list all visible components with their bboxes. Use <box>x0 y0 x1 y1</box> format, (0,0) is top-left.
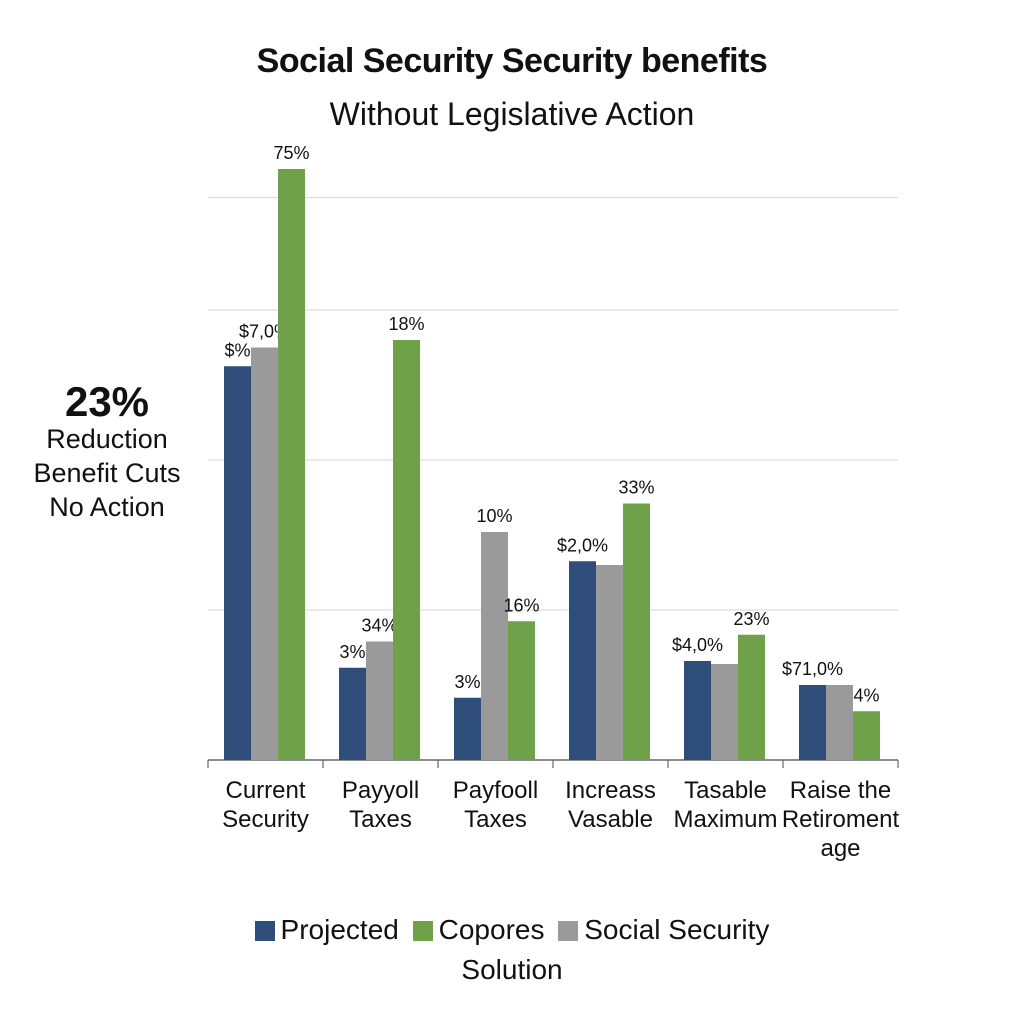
legend-tail: Solution <box>461 954 563 985</box>
legend-item-projected: Projected <box>254 914 399 946</box>
side-annotation-line: Reduction <box>46 424 168 454</box>
x-tick-label: Payfooll <box>453 777 538 804</box>
bar <box>853 711 880 760</box>
bar <box>481 532 508 760</box>
chart-subtitle: Without Legislative Action <box>329 96 695 132</box>
legend-swatch <box>412 921 433 941</box>
legend-label: Copores <box>438 914 545 945</box>
legend-swatch <box>254 921 275 941</box>
data-label: 34% <box>361 616 397 636</box>
bar <box>339 667 366 760</box>
bar <box>454 697 481 760</box>
x-tick-label: age <box>820 835 860 862</box>
data-label: 75% <box>273 143 309 163</box>
data-label: 18% <box>388 314 424 334</box>
bar <box>251 347 278 760</box>
bar <box>738 634 765 760</box>
x-tick-label: Maximum <box>673 806 777 833</box>
legend-label: Projected <box>280 914 399 945</box>
bar <box>569 561 596 760</box>
x-tick-label: Raise the <box>790 777 891 804</box>
data-label: 10% <box>476 506 512 526</box>
side-annotation-value: 23% <box>64 378 150 425</box>
x-tick-label: Security <box>222 806 309 833</box>
bar <box>826 685 853 760</box>
bar <box>224 366 251 760</box>
data-label: $4,0% <box>672 635 723 655</box>
x-tick-label: Increass <box>565 777 656 804</box>
legend: Projected Copores Social Security <box>0 914 1024 946</box>
data-label: 33% <box>618 478 654 498</box>
data-label: $7,0% <box>239 322 290 342</box>
x-tick-label: Tasable <box>684 777 767 804</box>
data-label: 3% <box>454 672 480 692</box>
x-tick-label: Current <box>225 777 305 804</box>
bar <box>596 565 623 760</box>
data-label: 4% <box>853 685 879 705</box>
side-annotation-line: No Action <box>49 492 165 522</box>
bar <box>623 503 650 760</box>
data-label: 16% <box>503 595 539 615</box>
x-tick-label: Retiroment <box>782 806 900 833</box>
bar <box>366 641 393 760</box>
side-annotation-line: Benefit Cuts <box>33 458 181 488</box>
data-label: 3% <box>339 642 365 662</box>
bar <box>508 621 535 760</box>
x-tick-label: Taxes <box>464 806 527 833</box>
x-tick-label: Taxes <box>349 806 412 833</box>
data-label: $% <box>224 340 250 360</box>
legend-item-social-security: Social Security <box>552 914 769 946</box>
data-label: $71,0% <box>782 659 843 679</box>
chart-title: Social Security Security benefits <box>256 42 768 80</box>
x-tick-label: Payyoll <box>342 777 419 804</box>
x-tick-label: Vasable <box>568 806 653 833</box>
bar <box>711 664 738 760</box>
bar <box>278 169 305 760</box>
data-label: $2,0% <box>557 535 608 555</box>
data-label: 23% <box>733 609 769 629</box>
bar <box>684 661 711 760</box>
bar <box>799 685 826 760</box>
legend-item-copores: Copores <box>407 914 545 946</box>
bar <box>393 340 420 760</box>
legend-swatch <box>558 921 579 941</box>
legend-label: Social Security <box>584 914 770 945</box>
